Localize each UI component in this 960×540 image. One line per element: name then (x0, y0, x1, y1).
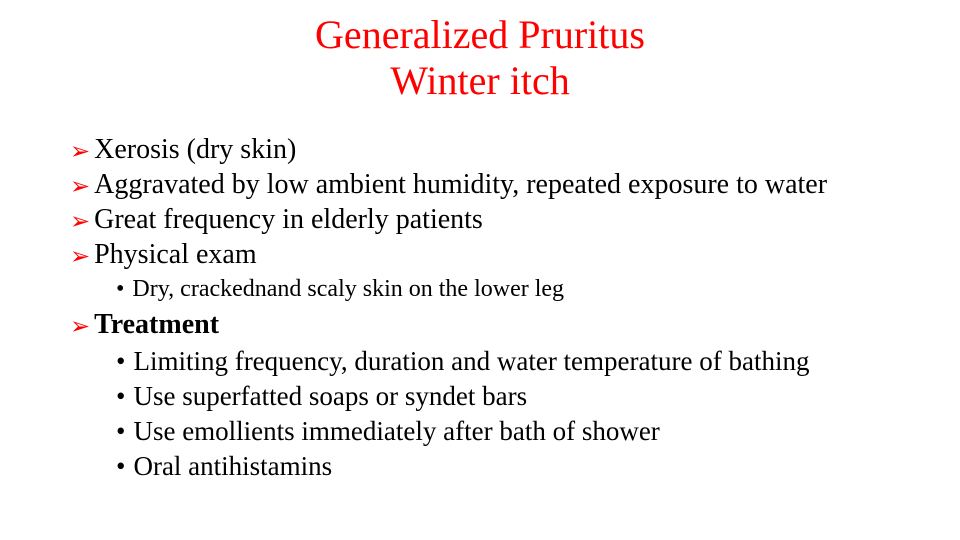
sub-item-text: Oral antihistamins (133, 451, 332, 481)
sub-item-text: Use emollients immediately after bath of… (133, 416, 659, 446)
bullet-physical-exam: ➢ Physical exam (70, 237, 900, 272)
bullet-treatment: ➢ Treatment (70, 307, 900, 342)
sub-item: • Oral antihistamins (116, 449, 900, 484)
bullet-dot-icon: • (116, 344, 125, 379)
treatment-sublist: • Limiting frequency, duration and water … (70, 344, 900, 484)
bullet-xerosis: ➢ Xerosis (dry skin) (70, 132, 900, 167)
sub-item: • Limiting frequency, duration and water … (116, 344, 900, 379)
content-block: ➢ Xerosis (dry skin) ➢ Aggravated by low… (60, 132, 900, 485)
bullet-text: Xerosis (dry skin) (94, 132, 296, 167)
title-line-2: Winter itch (60, 58, 900, 104)
sub-item: • Dry, crackednand scaly skin on the lowe… (116, 274, 900, 305)
bullet-text: Great frequency in elderly patients (94, 202, 483, 237)
arrow-icon: ➢ (70, 207, 90, 237)
bullet-text: Treatment (94, 307, 219, 342)
bullet-frequency: ➢ Great frequency in elderly patients (70, 202, 900, 237)
bullet-dot-icon: • (116, 379, 125, 414)
arrow-icon: ➢ (70, 137, 90, 167)
bullet-text: Aggravated by low ambient humidity, repe… (94, 167, 827, 202)
sub-item-text: Dry, crackednand scaly skin on the lower… (132, 276, 564, 302)
bullet-aggravated: ➢ Aggravated by low ambient humidity, re… (70, 167, 900, 202)
title-line-1: Generalized Pruritus (60, 12, 900, 58)
arrow-icon: ➢ (70, 242, 90, 272)
bullet-dot-icon: • (116, 414, 125, 449)
sub-item-text: Use superfatted soaps or syndet bars (133, 381, 527, 411)
bullet-dot-icon: • (116, 274, 124, 305)
arrow-icon: ➢ (70, 312, 90, 342)
title-block: Generalized Pruritus Winter itch (60, 12, 900, 104)
bullet-text: Physical exam (94, 237, 257, 272)
arrow-icon: ➢ (70, 172, 90, 202)
sub-item-text: Limiting frequency, duration and water t… (133, 346, 809, 376)
sub-item: • Use emollients immediately after bath o… (116, 414, 900, 449)
bullet-dot-icon: • (116, 449, 125, 484)
sub-item: • Use superfatted soaps or syndet bars (116, 379, 900, 414)
physical-exam-sublist: • Dry, crackednand scaly skin on the lowe… (70, 274, 900, 305)
slide: { "title": { "line1": "Generalized Pruri… (0, 0, 960, 540)
